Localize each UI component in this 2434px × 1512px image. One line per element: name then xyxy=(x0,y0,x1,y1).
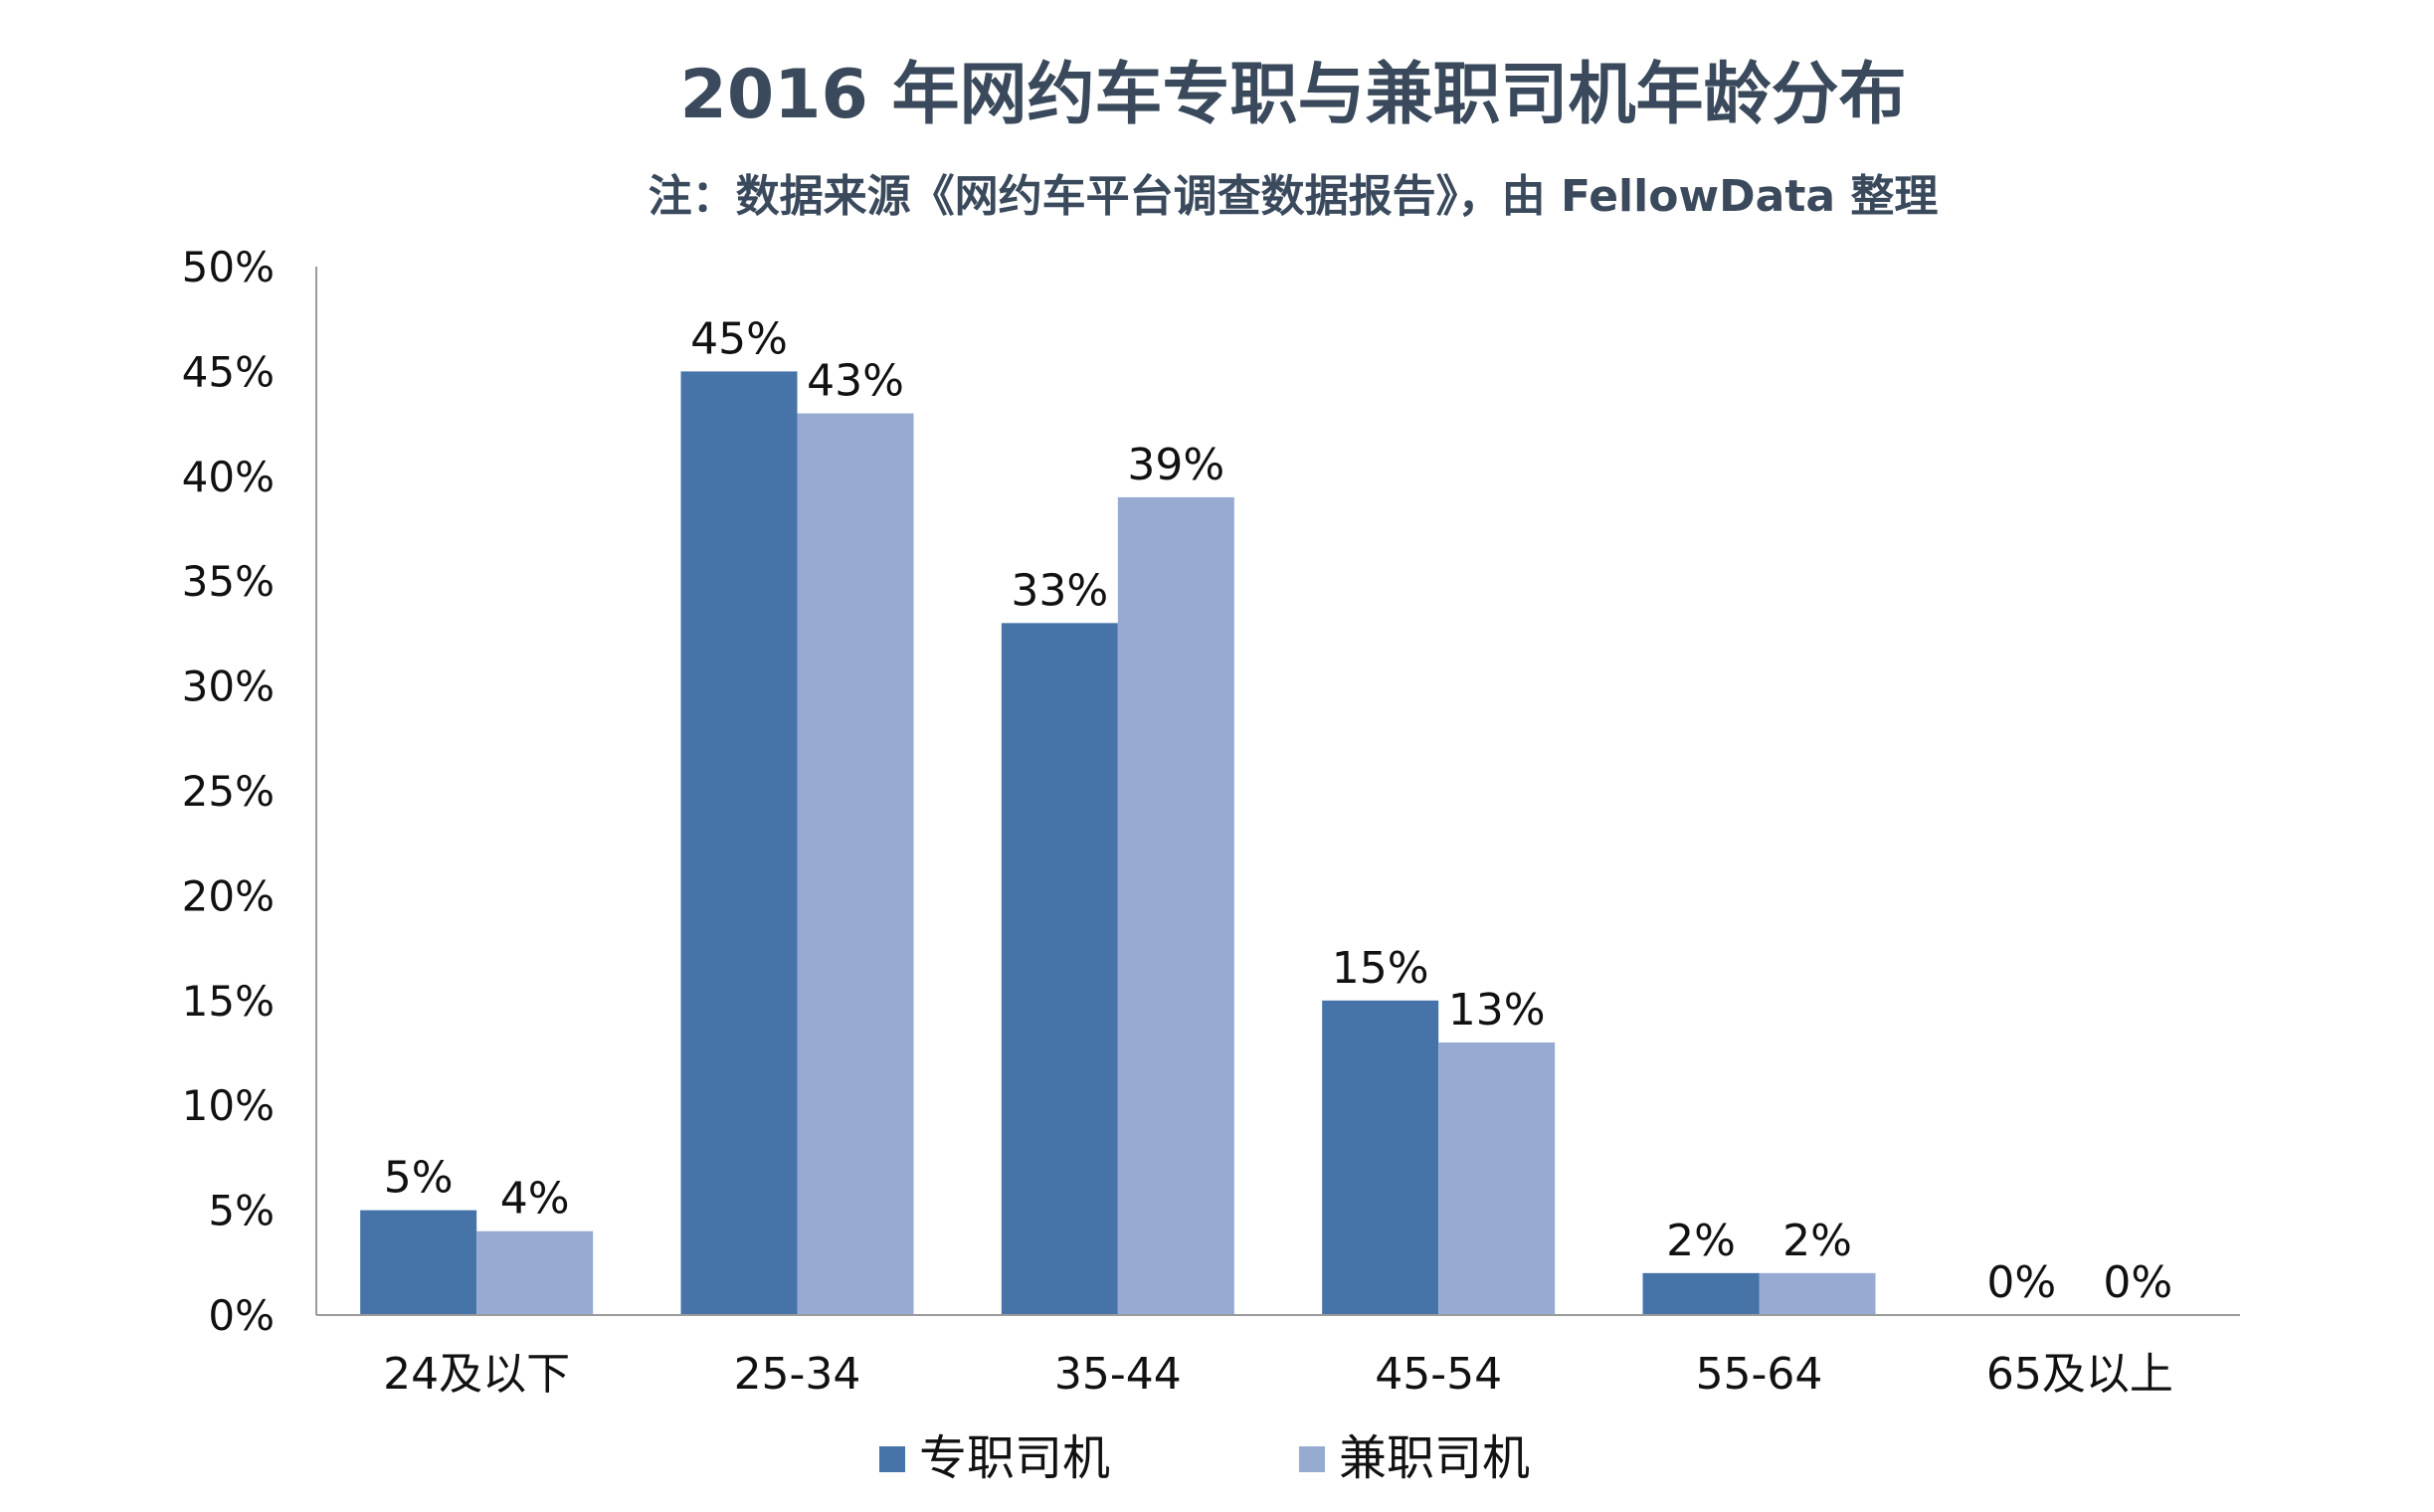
y-tick-label: 0% xyxy=(208,1291,275,1340)
bars xyxy=(360,371,1876,1315)
x-category-label: 65及以上 xyxy=(1986,1349,2173,1400)
legend: 专职司机 兼职司机 xyxy=(879,1430,1530,1486)
x-axis: 24及以下 25-34 35-44 45-54 55-64 65及以上 xyxy=(316,1314,2240,1400)
bar xyxy=(797,413,914,1315)
y-axis: 0% 5% 10% 15% 20% 25% 30% 35% 40% 45% 50% xyxy=(182,243,317,1340)
y-tick-label: 45% xyxy=(182,347,275,396)
chart-subtitle: 注：数据来源《网约车平台调查数据报告》，由 FellowData 整理 xyxy=(649,171,1939,222)
bar xyxy=(1322,1000,1439,1315)
bar xyxy=(680,371,798,1315)
data-label: 0% xyxy=(2103,1257,2172,1308)
x-category-label: 35-44 xyxy=(1054,1349,1182,1400)
data-label: 39% xyxy=(1127,440,1224,490)
bar xyxy=(1759,1272,1876,1315)
bar xyxy=(360,1210,477,1315)
x-category-label: 55-64 xyxy=(1696,1349,1823,1400)
bar xyxy=(1117,496,1234,1315)
data-label: 4% xyxy=(500,1174,570,1225)
x-category-label: 24及以下 xyxy=(383,1349,570,1400)
bar xyxy=(1642,1272,1760,1315)
data-label: 2% xyxy=(1782,1216,1852,1266)
y-tick-label: 35% xyxy=(182,557,275,606)
x-category-label: 45-54 xyxy=(1375,1349,1502,1400)
y-tick-label: 20% xyxy=(182,871,275,920)
legend-label: 兼职司机 xyxy=(1339,1430,1530,1486)
y-tick-label: 5% xyxy=(208,1187,275,1235)
data-label: 5% xyxy=(384,1153,454,1204)
chart-title: 2016 年网约车专职与兼职司机年龄分布 xyxy=(680,56,1907,134)
data-label: 13% xyxy=(1448,985,1546,1036)
data-labels: 5% 4% 45% 43% 33% 39% 15% 13% 2% 2% 0% 0% xyxy=(384,313,2172,1308)
data-label: 43% xyxy=(807,356,904,407)
data-label: 2% xyxy=(1666,1216,1736,1266)
x-category-label: 25-34 xyxy=(734,1349,861,1400)
bar xyxy=(1001,623,1118,1315)
y-tick-label: 30% xyxy=(182,662,275,711)
y-tick-label: 50% xyxy=(182,243,275,291)
legend-swatch xyxy=(1299,1446,1325,1472)
y-tick-label: 15% xyxy=(182,977,275,1026)
legend-label: 专职司机 xyxy=(919,1430,1110,1486)
bar xyxy=(1438,1041,1556,1315)
data-label: 45% xyxy=(690,313,788,364)
data-label: 15% xyxy=(1332,943,1429,994)
bar xyxy=(476,1230,594,1315)
data-label: 0% xyxy=(1986,1257,2056,1308)
y-tick-label: 10% xyxy=(182,1081,275,1130)
y-tick-label: 25% xyxy=(182,767,275,816)
data-label: 33% xyxy=(1011,565,1108,616)
y-tick-label: 40% xyxy=(182,453,275,501)
legend-swatch xyxy=(879,1446,905,1472)
